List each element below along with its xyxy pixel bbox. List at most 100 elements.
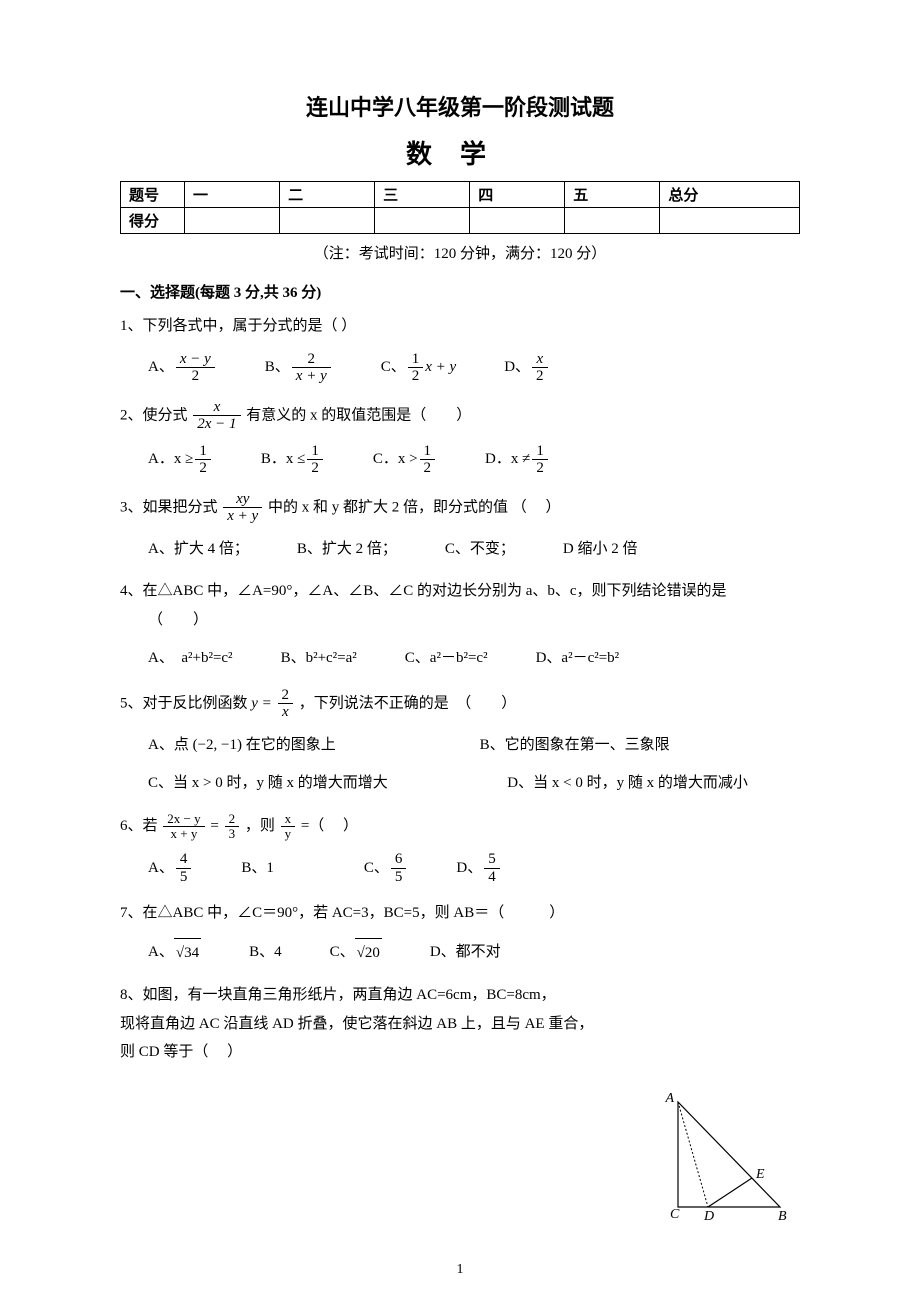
frac-den: 5 xyxy=(391,869,407,886)
frac-num: 6 xyxy=(391,851,407,869)
text: C、 xyxy=(330,938,355,967)
frac-den: x + y xyxy=(163,827,204,841)
frac-den: x + y xyxy=(292,368,331,385)
q5-options: A、点 (−2, −1) 在它的图象上 B、它的图象在第一、三象限 C、当 x … xyxy=(120,731,800,798)
frac-num: 1 xyxy=(420,443,436,461)
q3-opt-b: B、扩大 2 倍； xyxy=(297,535,397,564)
frac-den: 2 xyxy=(195,460,211,477)
score-cell xyxy=(660,208,800,234)
row-label: 得分 xyxy=(121,208,185,234)
subject-title: 数学 xyxy=(120,134,800,171)
text: = xyxy=(210,818,218,834)
table-row: 得分 xyxy=(121,208,800,234)
frac-den: x xyxy=(278,704,294,721)
q4-opt-c: C、a²－b²=c² xyxy=(405,644,488,673)
text: y = xyxy=(251,695,272,711)
text: 3、如果把分式 xyxy=(120,499,218,515)
q5-opt-d: D、当 x < 0 时，y 随 x 的增大而减小 xyxy=(507,769,748,798)
header-cell: 三 xyxy=(375,182,470,208)
q2-opt-b: B．x ≤ 12 xyxy=(261,443,325,477)
q6-opt-c: C、 65 xyxy=(364,851,409,885)
text: 现将直角边 AC 沿直线 AD 折叠，使它落在斜边 AB 上，且与 AE 重合， xyxy=(120,1010,610,1039)
header-cell: 一 xyxy=(185,182,280,208)
frac-den: 3 xyxy=(225,827,240,841)
frac-num: 1 xyxy=(408,351,424,369)
frac-num: 2 xyxy=(278,687,294,705)
q3-opt-d: D 缩小 2 倍 xyxy=(563,535,638,564)
svg-text:D: D xyxy=(703,1209,714,1222)
text: 5、对于反比例函数 xyxy=(120,695,248,711)
text: ，下列说法不正确的是 （ ） xyxy=(299,695,517,711)
q4-opt-a: A、 a²+b²=c² xyxy=(148,644,233,673)
q6-options: A、 45 B、1 C、 65 D、 54 xyxy=(120,851,800,885)
text: ，则 xyxy=(245,818,275,834)
frac-den: 2 xyxy=(532,460,548,477)
q8-stem: 8、如图，有一块直角三角形纸片，两直角边 AC=6cm，BC=8cm， 现将直角… xyxy=(120,981,610,1067)
frac-den: 2x − 1 xyxy=(193,416,240,433)
q4-opt-b: B、b²+c²=a² xyxy=(281,644,357,673)
frac-den: 2 xyxy=(532,368,548,385)
frac-den: 4 xyxy=(484,869,500,886)
q7-opt-d: D、都不对 xyxy=(430,938,501,968)
header-cell: 总分 xyxy=(660,182,800,208)
q4-stem: 4、在△ABC 中，∠A=90°，∠A、∠B、∠C 的对边长分别为 a、b、c，… xyxy=(120,577,800,634)
frac-num: 2 xyxy=(225,812,240,827)
svg-text:B: B xyxy=(778,1209,787,1222)
header-cell: 二 xyxy=(280,182,375,208)
frac-den: y xyxy=(281,827,296,841)
q2-stem: 2、使分式 x2x − 1 有意义的 x 的取值范围是（ ） xyxy=(120,399,800,433)
score-table: 题号 一 二 三 四 五 总分 得分 xyxy=(120,181,800,234)
text: x + y xyxy=(425,353,456,382)
score-cell xyxy=(185,208,280,234)
text: 34 xyxy=(184,945,199,961)
q7-opt-c: C、√20 xyxy=(330,938,382,968)
q6-opt-d: D、 54 xyxy=(456,851,501,885)
frac-den: 2 xyxy=(408,368,424,385)
q1-stem: 1、下列各式中，属于分式的是（ ） xyxy=(120,312,800,341)
text: 中的 x 和 y 都扩大 2 倍，即分式的值 （ ） xyxy=(268,499,561,515)
q2-options: A．x ≥ 12 B．x ≤ 12 C．x > 12 D．x ≠ 12 xyxy=(120,443,800,477)
q6-opt-a: A、 45 xyxy=(148,851,193,885)
svg-text:E: E xyxy=(755,1167,765,1182)
q1-opt-c: C、 12 x + y xyxy=(381,351,456,385)
frac-num: 1 xyxy=(195,443,211,461)
frac-num: x − y xyxy=(176,351,215,369)
q3-options: A、扩大 4 倍； B、扩大 2 倍； C、不变； D 缩小 2 倍 xyxy=(120,535,800,564)
text: D．x ≠ xyxy=(485,445,530,474)
q8-figure: A C D E B xyxy=(660,1092,790,1222)
q4-options: A、 a²+b²=c² B、b²+c²=a² C、a²－b²=c² D、a²－c… xyxy=(120,644,800,673)
text: C．x > xyxy=(373,445,418,474)
text: 2、使分式 xyxy=(120,407,188,423)
header-cell: 五 xyxy=(565,182,660,208)
frac-num: x xyxy=(281,812,296,827)
frac-num: x xyxy=(193,399,240,417)
q1-opt-b: B、 2x + y xyxy=(265,351,333,385)
text: 8、如图，有一块直角三角形纸片，两直角边 AC=6cm，BC=8cm， xyxy=(120,981,610,1010)
q6-opt-b: B、1 xyxy=(241,851,274,885)
page-title: 连山中学八年级第一阶段测试题 xyxy=(120,90,800,122)
frac-den: 2 xyxy=(176,368,215,385)
frac-num: 2 xyxy=(292,351,331,369)
q3-stem: 3、如果把分式 xyx + y 中的 x 和 y 都扩大 2 倍，即分式的值 （… xyxy=(120,491,800,525)
frac-den: 2 xyxy=(307,460,323,477)
score-cell xyxy=(470,208,565,234)
q5-stem: 5、对于反比例函数 y = 2x ，下列说法不正确的是 （ ） xyxy=(120,687,800,721)
exam-note: （注：考试时间：120 分钟，满分：120 分） xyxy=(120,242,800,263)
frac-den: x + y xyxy=(223,508,262,525)
q1-opt-a: A、 x − y2 xyxy=(148,351,217,385)
q7-stem: 7、在△ABC 中，∠C＝90°，若 AC=3，BC=5，则 AB＝（ ） xyxy=(120,899,800,928)
score-cell xyxy=(280,208,375,234)
text: 6、若 xyxy=(120,818,158,834)
q5-opt-b: B、它的图象在第一、三象限 xyxy=(480,731,670,760)
svg-text:C: C xyxy=(670,1207,680,1222)
score-cell xyxy=(565,208,660,234)
svg-text:A: A xyxy=(664,1092,674,1106)
text: 则 CD 等于（ ） xyxy=(120,1038,610,1067)
text: B．x ≤ xyxy=(261,445,306,474)
q1-options: A、 x − y2 B、 2x + y C、 12 x + y D、 x2 xyxy=(120,351,800,385)
q6-stem: 6、若 2x − yx + y = 23 ，则 xy =（ ） xyxy=(120,812,800,842)
q2-opt-c: C．x > 12 xyxy=(373,443,437,477)
q7-options: A、√34 B、4 C、√20 D、都不对 xyxy=(120,938,800,968)
text: 4、在△ABC 中，∠A=90°，∠A、∠B、∠C 的对边长分别为 a、b、c，… xyxy=(120,577,800,606)
q3-opt-c: C、不变； xyxy=(445,535,515,564)
